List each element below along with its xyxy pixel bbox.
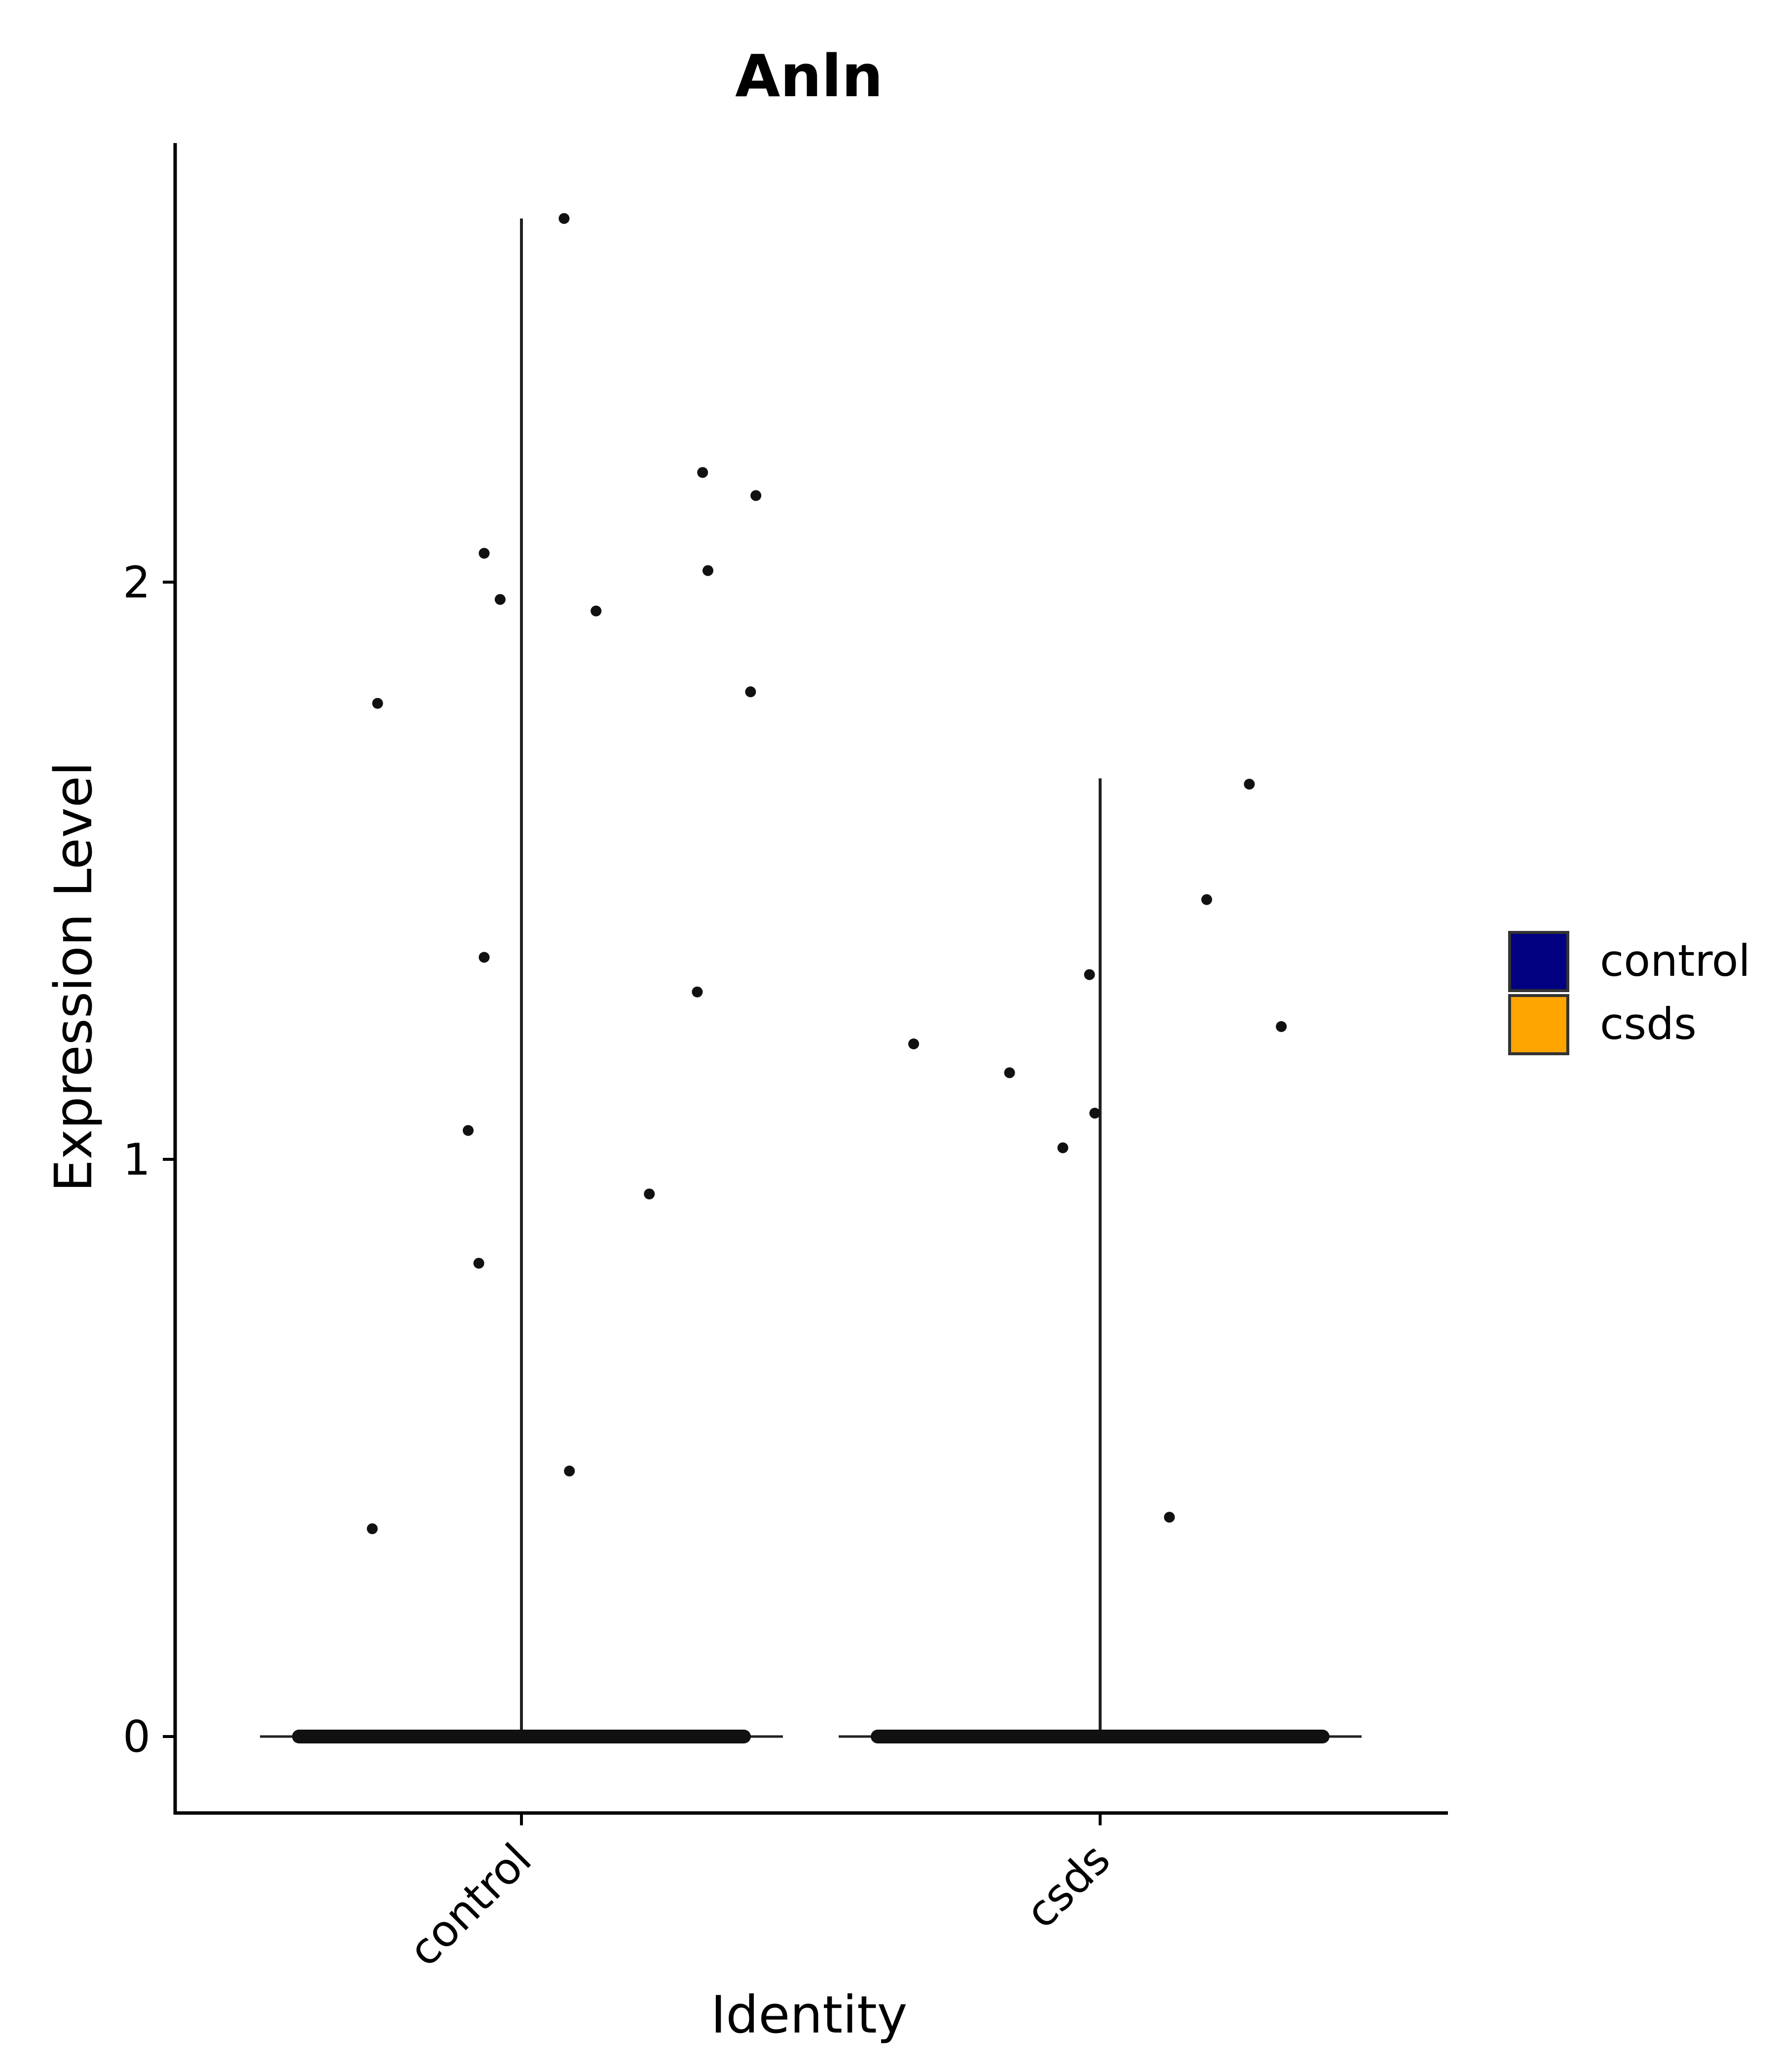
legend-swatch-csds: [1508, 994, 1569, 1055]
y-tick-label: 0: [123, 1711, 150, 1762]
violin-group-csds: [839, 778, 1362, 1743]
data-point: [1201, 894, 1212, 905]
data-point: [1057, 1142, 1069, 1153]
legend-label-csds: csds: [1600, 999, 1697, 1049]
data-point: [463, 1125, 474, 1136]
violin-group-control: [260, 213, 783, 1743]
data-point: [1084, 969, 1095, 980]
data-point: [473, 1258, 484, 1269]
data-point: [494, 594, 506, 605]
x-tick-label: csds: [1015, 1834, 1119, 1938]
data-point: [745, 686, 756, 698]
data-point: [591, 605, 602, 617]
data-point: [558, 213, 570, 224]
zero-points-band-control: [292, 1730, 751, 1743]
axes: 0 1 2 control csds: [123, 143, 1448, 1976]
legend-label-control: control: [1600, 935, 1750, 986]
data-point: [908, 1038, 919, 1049]
data-point: [644, 1188, 655, 1200]
data-point: [479, 548, 490, 559]
data-point: [750, 490, 762, 501]
y-axis-label: Expression Level: [43, 762, 104, 1192]
chart-title: Anln: [735, 42, 883, 110]
x-axis-label: Identity: [711, 1985, 908, 2045]
data-point: [1004, 1067, 1015, 1078]
data-point: [1164, 1512, 1175, 1523]
data-point: [564, 1465, 575, 1477]
data-point: [697, 467, 708, 478]
data-point: [1244, 778, 1255, 790]
title-layer: Anln: [735, 42, 883, 110]
data-point: [1089, 1108, 1101, 1119]
axis-labels: Identity Expression Level: [43, 762, 907, 2045]
data-point: [367, 1523, 378, 1534]
data-point: [1276, 1021, 1287, 1032]
legend: control csds: [1508, 931, 1750, 1055]
data-point: [692, 986, 703, 998]
plot-area: [260, 213, 1362, 1743]
x-tick-label: control: [399, 1834, 541, 1976]
data-point: [703, 565, 713, 576]
data-point: [372, 698, 383, 709]
data-point: [479, 952, 490, 963]
legend-swatch-control: [1508, 931, 1569, 992]
zero-points-band-csds: [871, 1730, 1330, 1743]
y-tick-label: 1: [123, 1134, 150, 1185]
y-tick-label: 2: [123, 557, 150, 608]
